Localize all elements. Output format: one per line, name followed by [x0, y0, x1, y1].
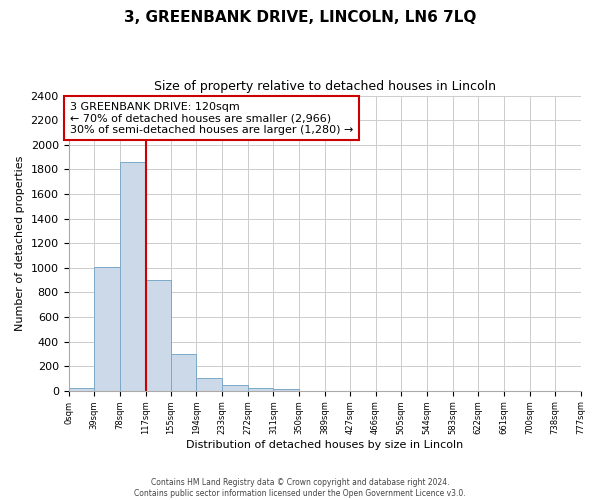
Bar [146, 280, 170, 390]
Bar [196, 378, 222, 390]
Bar [222, 385, 248, 390]
Y-axis label: Number of detached properties: Number of detached properties [15, 156, 25, 331]
X-axis label: Distribution of detached houses by size in Lincoln: Distribution of detached houses by size … [186, 440, 463, 450]
Text: 3, GREENBANK DRIVE, LINCOLN, LN6 7LQ: 3, GREENBANK DRIVE, LINCOLN, LN6 7LQ [124, 10, 476, 25]
Text: 3 GREENBANK DRIVE: 120sqm
← 70% of detached houses are smaller (2,966)
30% of se: 3 GREENBANK DRIVE: 120sqm ← 70% of detac… [70, 102, 353, 135]
Bar [120, 162, 146, 390]
Text: Contains HM Land Registry data © Crown copyright and database right 2024.
Contai: Contains HM Land Registry data © Crown c… [134, 478, 466, 498]
Bar [170, 354, 196, 391]
Bar [248, 388, 274, 390]
Bar [94, 266, 120, 390]
Title: Size of property relative to detached houses in Lincoln: Size of property relative to detached ho… [154, 80, 496, 93]
Bar [68, 388, 94, 390]
